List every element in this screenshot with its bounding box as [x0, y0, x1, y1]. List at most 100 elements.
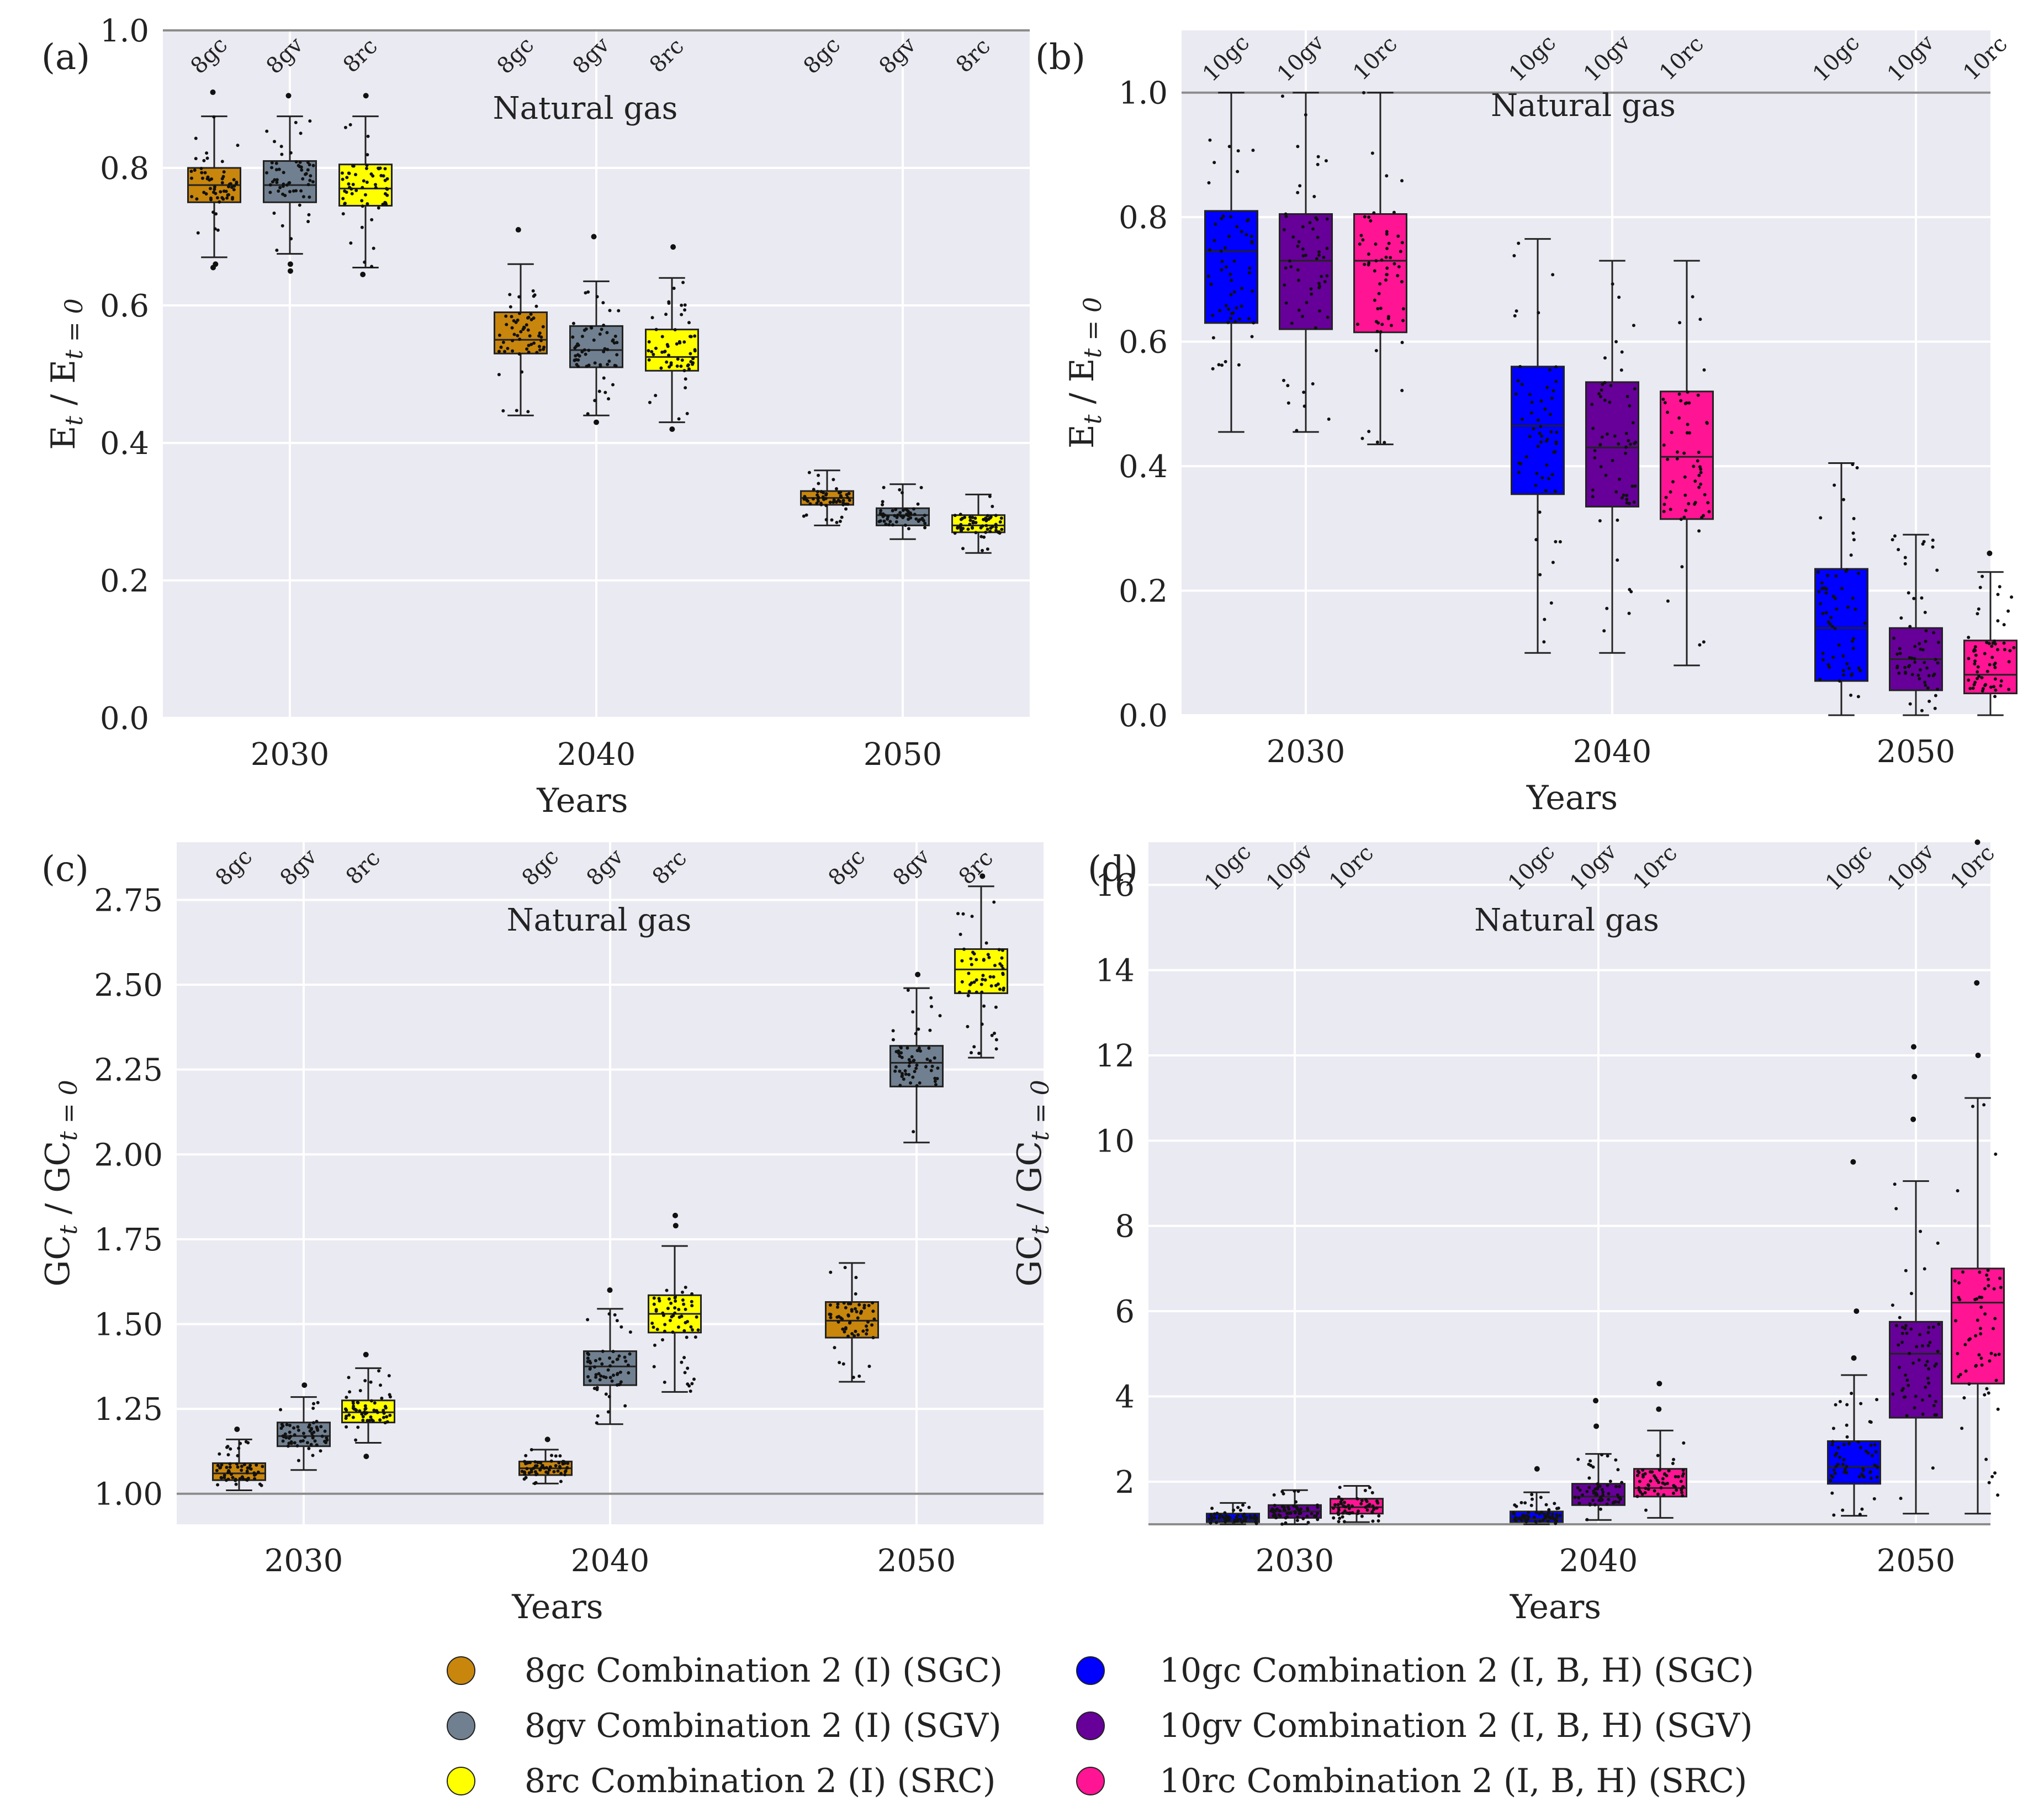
data-point	[1602, 629, 1606, 633]
data-point	[872, 1317, 876, 1321]
data-point	[307, 1446, 311, 1450]
data-point	[1892, 636, 1896, 640]
box-8rc-2030	[341, 1351, 395, 1460]
y-tick-label: 0.6	[1119, 325, 1168, 361]
data-point	[1672, 1491, 1676, 1495]
data-point	[383, 178, 387, 182]
data-point	[834, 487, 838, 491]
data-point	[1356, 1509, 1360, 1513]
data-point	[536, 1461, 540, 1465]
x-axis-label: Years	[1526, 779, 1618, 817]
data-point	[1644, 1508, 1648, 1512]
data-point	[1519, 1518, 1523, 1522]
data-point	[1934, 658, 1937, 662]
data-point	[499, 345, 503, 349]
data-point	[1672, 1457, 1676, 1461]
data-point	[878, 511, 882, 515]
data-point	[586, 1318, 590, 1322]
data-point	[1931, 674, 1935, 678]
box-8gc-2050	[825, 1262, 879, 1383]
data-point	[971, 521, 975, 525]
data-point	[1397, 265, 1401, 268]
data-point	[840, 515, 844, 519]
data-point	[1247, 316, 1251, 320]
data-point	[1211, 314, 1215, 318]
data-point	[1650, 1470, 1654, 1474]
data-point	[1707, 510, 1711, 514]
data-point	[682, 1329, 686, 1333]
data-point	[1895, 664, 1899, 668]
data-point	[1824, 591, 1828, 595]
data-point	[828, 500, 832, 504]
data-point	[558, 1454, 562, 1458]
outlier-point	[1593, 1423, 1600, 1429]
data-point	[1286, 401, 1290, 405]
data-point	[1600, 435, 1604, 439]
data-point	[1374, 320, 1378, 324]
box-iqr	[1963, 640, 2017, 695]
data-point	[803, 495, 807, 499]
data-point	[519, 330, 523, 334]
data-point	[1361, 238, 1365, 242]
data-point	[907, 513, 911, 516]
data-point	[972, 952, 976, 956]
data-point	[356, 1425, 360, 1429]
data-point	[1861, 1467, 1865, 1471]
data-point	[369, 1415, 373, 1419]
data-point	[361, 186, 364, 189]
data-point	[1372, 211, 1376, 215]
data-point	[1999, 1286, 2003, 1290]
data-point	[1666, 457, 1670, 461]
data-point	[1305, 1514, 1309, 1518]
data-point	[1622, 493, 1625, 497]
data-point	[316, 1401, 320, 1404]
data-point	[358, 1388, 362, 1392]
box-10gv-2040	[1585, 260, 1639, 654]
data-point	[920, 517, 924, 521]
data-point	[1286, 1505, 1290, 1509]
data-point	[992, 900, 996, 904]
data-point	[664, 313, 668, 316]
data-point	[364, 167, 368, 171]
data-point	[607, 1312, 611, 1316]
data-point	[298, 160, 302, 164]
data-point	[506, 346, 510, 350]
data-point	[189, 170, 193, 173]
outlier-point	[1987, 550, 1993, 556]
data-point	[1681, 1468, 1685, 1472]
data-point	[306, 161, 310, 165]
data-point	[991, 505, 994, 509]
data-point	[684, 377, 687, 381]
data-point	[199, 167, 203, 171]
data-point	[1637, 1488, 1641, 1492]
data-point	[593, 361, 597, 365]
data-point	[1662, 443, 1666, 447]
data-point	[1606, 1483, 1609, 1487]
data-point	[1976, 1318, 1979, 1322]
data-point	[1996, 1407, 2000, 1411]
outlier-point	[591, 234, 597, 240]
data-point	[382, 1411, 386, 1415]
data-point	[533, 1460, 537, 1464]
data-point	[899, 1045, 903, 1049]
data-point	[1931, 1325, 1935, 1329]
data-point	[1516, 379, 1520, 383]
data-point	[959, 517, 963, 521]
data-point	[1375, 330, 1379, 334]
data-point	[311, 1421, 315, 1425]
box-10rc-2050	[1951, 839, 2005, 1515]
data-point	[214, 212, 218, 216]
data-point	[980, 1022, 984, 1026]
data-point	[1830, 1491, 1834, 1495]
data-point	[647, 348, 650, 352]
data-point	[1248, 271, 1252, 275]
y-axis-label-part: GC	[39, 1141, 77, 1193]
data-point	[512, 332, 516, 336]
data-point	[667, 302, 671, 305]
data-point	[907, 1064, 911, 1068]
data-point	[1859, 1402, 1863, 1406]
data-point	[277, 167, 281, 171]
data-point	[574, 344, 578, 348]
